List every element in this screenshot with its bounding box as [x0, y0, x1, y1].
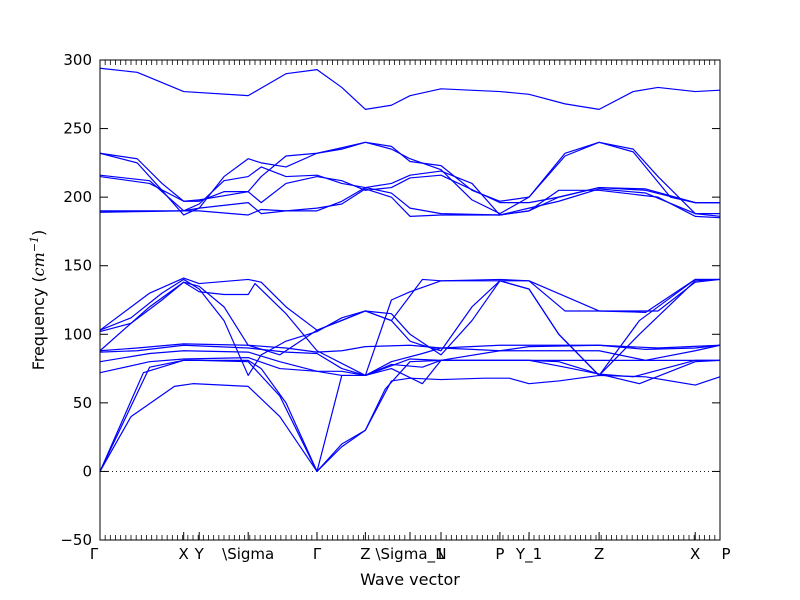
x-tick-label: P: [721, 545, 730, 563]
band-line-3: [99, 358, 721, 473]
y-tick-label: 300: [63, 51, 92, 69]
labels-layer: Wave vector Frequency (cm−1): [28, 230, 460, 589]
y-axis-label-unit: cm: [29, 252, 48, 276]
x-tick-label: X: [179, 545, 189, 563]
band-line-10: [99, 277, 720, 331]
y-tick-label: −50: [60, 531, 92, 549]
x-tick-label: \Sigma_1: [375, 545, 444, 564]
band-line-17: [99, 141, 720, 204]
series-layer: [99, 67, 721, 473]
x-tick-label: P: [495, 545, 504, 563]
x-tick-label: \Sigma: [222, 545, 274, 563]
band-line-11: [99, 278, 721, 377]
y-axis-label-suffix: ): [29, 230, 48, 236]
band-line-18: [99, 67, 721, 110]
band-line-13: [100, 188, 721, 217]
x-tick-label: Γ: [90, 545, 99, 563]
y-axis-label-exponent: −1: [28, 236, 41, 252]
x-tick-label: X: [690, 545, 700, 563]
x-tick-label: Z: [360, 545, 370, 563]
x-axis-label: Wave vector: [360, 570, 460, 589]
x-tick-label: Y_1: [515, 545, 542, 564]
x-tick-label: N: [435, 545, 446, 563]
y-tick-label: 250: [63, 120, 92, 138]
band-line-1: [99, 374, 721, 473]
y-tick-label: 100: [63, 325, 92, 343]
y-tick-label: 0: [82, 462, 92, 480]
y-tick-label: 200: [63, 188, 92, 206]
y-tick-label: 150: [63, 257, 92, 275]
x-tick-label: Y: [194, 545, 205, 563]
band-line-6: [99, 344, 721, 377]
x-tick-label: Γ: [313, 545, 322, 563]
band-line-7: [99, 343, 721, 353]
y-axis-label: Frequency (cm−1): [28, 230, 48, 371]
y-axis-label-prefix: Frequency (: [29, 276, 48, 370]
y-tick-label: 50: [73, 394, 92, 412]
x-tick-label: Z: [594, 545, 604, 563]
